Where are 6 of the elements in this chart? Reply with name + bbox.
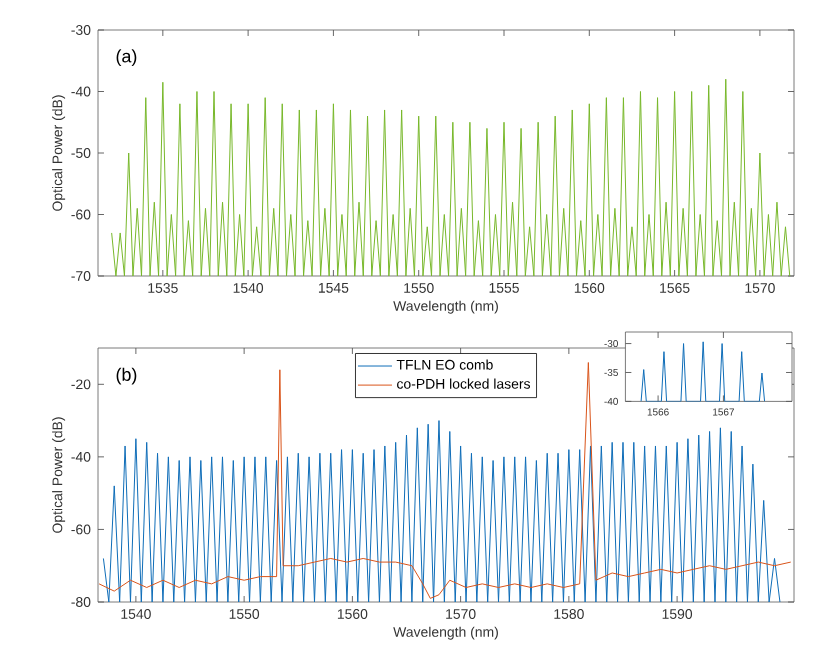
annotation: (a) <box>116 49 137 67</box>
line-series <box>640 341 766 402</box>
line-series <box>111 78 791 276</box>
line-series <box>102 420 781 602</box>
annotation: (b) <box>116 367 137 385</box>
line-series <box>98 362 792 599</box>
